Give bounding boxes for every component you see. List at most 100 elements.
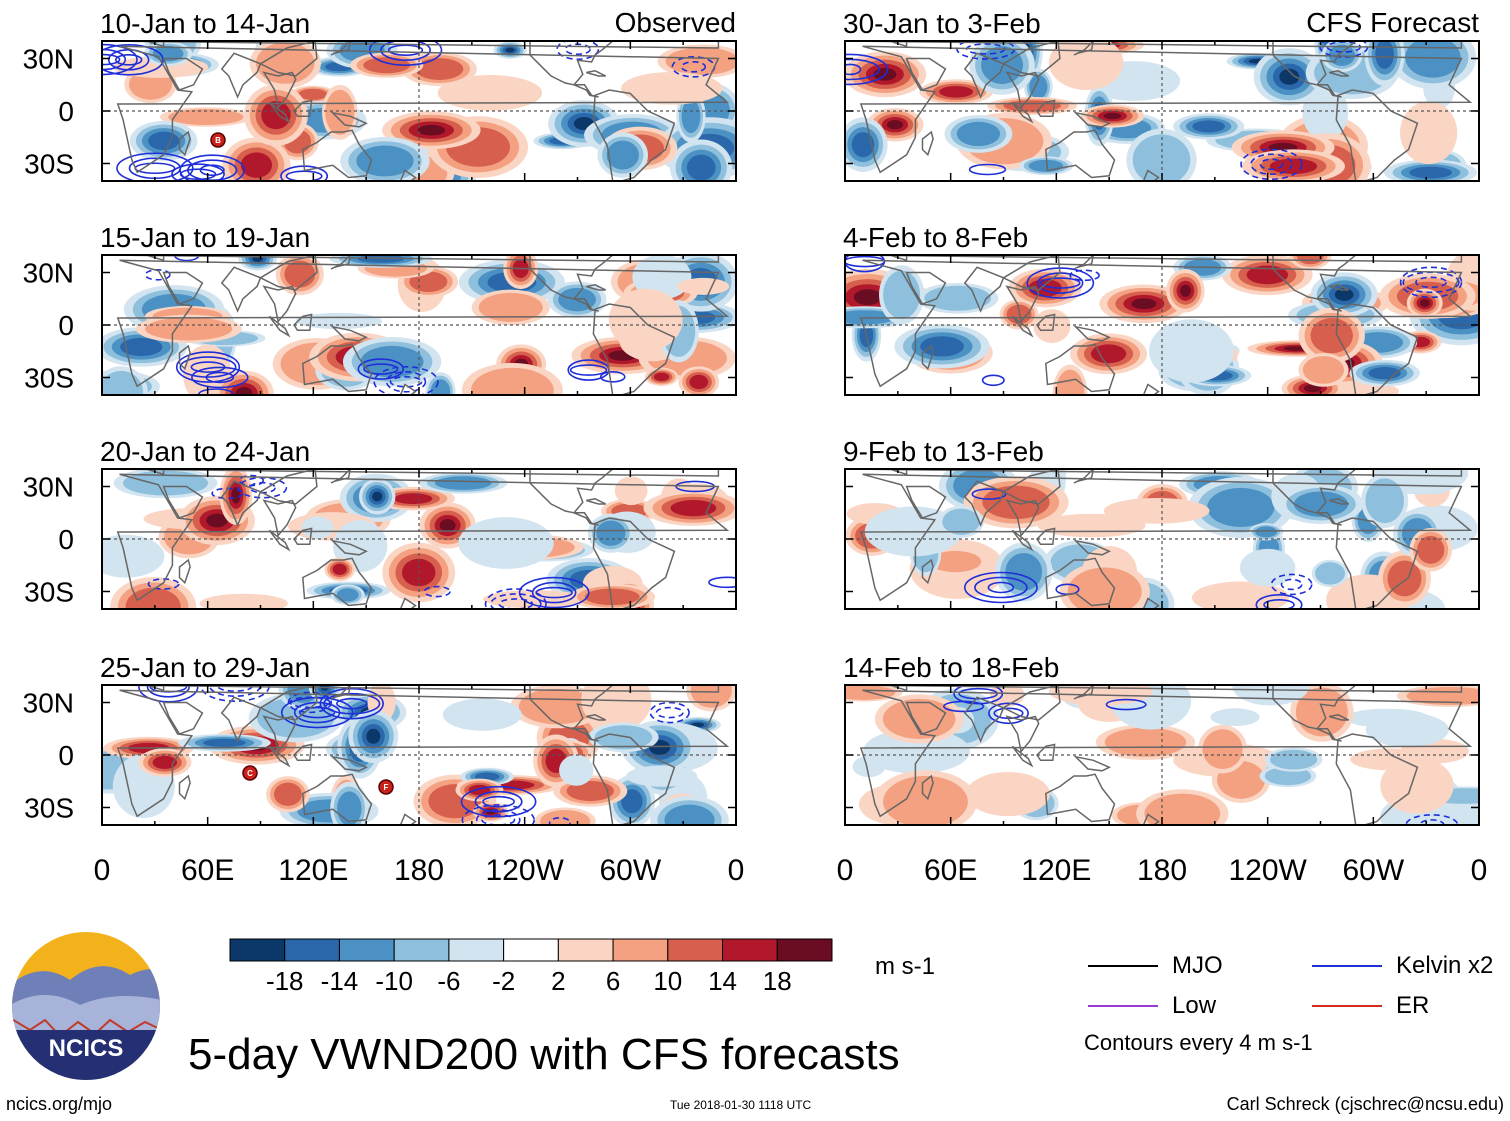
anomaly-blob [1048,685,1153,706]
coastline-seasia [1005,715,1040,754]
coastline-samerica [592,303,676,395]
anomaly-blob [1239,548,1296,587]
map-panel: 15-Jan to 19-Jan 30N 0 30S [23,222,737,396]
kelvin-contour [968,163,1007,176]
coastline-borneo [293,313,313,332]
y-tick-label: 0 [58,740,74,771]
coastline-japan [1073,255,1095,270]
colorbar-segment [338,938,395,962]
anomaly-blob [1144,793,1221,825]
anomaly-blob [363,57,411,74]
kelvin-contour [171,163,225,181]
y-tick-label: 30S [24,793,74,824]
map-panel: 14-Feb to 18-Feb [843,652,1480,826]
anomaly-blob [102,534,165,578]
anomaly-blob [415,58,464,80]
anomaly-blob [152,755,178,770]
coastline-india [963,266,1005,313]
anomaly-blob [1003,100,1061,112]
anomaly-blob [883,775,968,825]
x-tick-label: 0 [1471,854,1488,887]
coastline-nz [399,383,417,395]
colorbar-tick-label: 10 [653,966,682,996]
coastline-sumatra [268,745,291,768]
anomaly-blob [1202,729,1243,770]
anomaly-blob [1149,319,1234,383]
kelvin-contour [1415,276,1447,289]
anomaly-blob [1409,166,1452,179]
kelvin-contour [107,49,150,71]
colorbar-segment [557,938,614,962]
colorbar-tick-label: 6 [606,966,620,996]
anomaly-blob [594,725,653,750]
colorbar-tick-label: 2 [551,966,565,996]
panel-period-title: 10-Jan to 14-Jan [100,8,310,39]
anomaly-blob [206,513,228,528]
colorbar-segment [612,938,669,962]
coastline-madagascar [921,130,934,157]
coastline-sumatra [268,315,291,338]
map-panel: 30-Jan to 3-Feb [843,8,1480,182]
anomaly-blob [439,518,456,532]
panel-period-title: 4-Feb to 8-Feb [843,222,1028,253]
colorbar-tick-label: -10 [375,966,413,996]
kelvin-contour [146,685,190,698]
anomaly-blob [1310,317,1353,354]
anomaly-blob [125,587,181,609]
anomaly-blob [505,47,515,53]
coastline-australia [302,557,373,607]
anomaly-blob [1380,757,1454,814]
anomaly-blob [1417,535,1445,564]
kelvin-contour [1280,578,1303,591]
storm-marker-circle [210,132,226,148]
colorbar-tick-label: -18 [266,966,304,996]
anomaly-blob [120,337,163,357]
map-panel: 20-Jan to 24-Jan 30N 0 30S [23,436,737,610]
kelvin-contour [280,696,354,729]
anomaly-blob [1207,487,1275,527]
anomaly-blob [1028,159,1064,172]
coastline-samerica [1335,733,1419,825]
anomaly-blob [920,336,964,357]
anomaly-blob [478,292,543,323]
coastline-samerica [1335,303,1419,395]
coastline-borneo [1036,527,1056,546]
coastline-china [1001,255,1061,291]
anomaly-blob [360,345,424,378]
coastline-camerica [573,512,599,526]
coastline-borneo [293,743,313,762]
kelvin-contour [1105,698,1147,711]
coastline-india [220,52,262,99]
legend-item-low: Low [1088,992,1216,1020]
wind-anomaly-field [102,469,736,609]
anomaly-blob [1246,265,1289,285]
coastline-camerica [1316,298,1342,312]
colorbar-segment [448,938,505,962]
anomaly-blob [670,499,717,517]
coastline-australia [1045,343,1116,393]
anomaly-blob [845,685,896,700]
panel-period-title: 25-Jan to 29-Jan [100,652,310,683]
coastline-india [963,696,1005,743]
anomaly-blob [1103,112,1122,120]
logo-signal-line [12,1017,160,1038]
anomaly-blob [1303,384,1322,393]
map-panel: 4-Feb to 8-Feb [843,222,1480,396]
coastline-china [258,41,318,77]
footer-website-link[interactable]: ncics.org/mjo [6,1094,113,1114]
coastline-arabia [162,701,204,735]
y-tick-label: 30S [24,149,74,180]
kelvin-contour [147,578,180,590]
anomaly-blob [366,728,381,744]
kelvin-contour [845,58,880,81]
coastline-africa [859,45,1473,174]
anomaly-blob [1279,68,1300,85]
coastline-camerica [1316,728,1342,742]
anomaly-blob [1180,284,1191,297]
anomaly-blob [608,288,683,352]
anomaly-blob [301,516,334,539]
coastline-samerica [592,517,676,609]
anomaly-blob [1365,712,1449,747]
anomaly-blob [518,688,596,725]
coastline-nz [399,597,417,609]
